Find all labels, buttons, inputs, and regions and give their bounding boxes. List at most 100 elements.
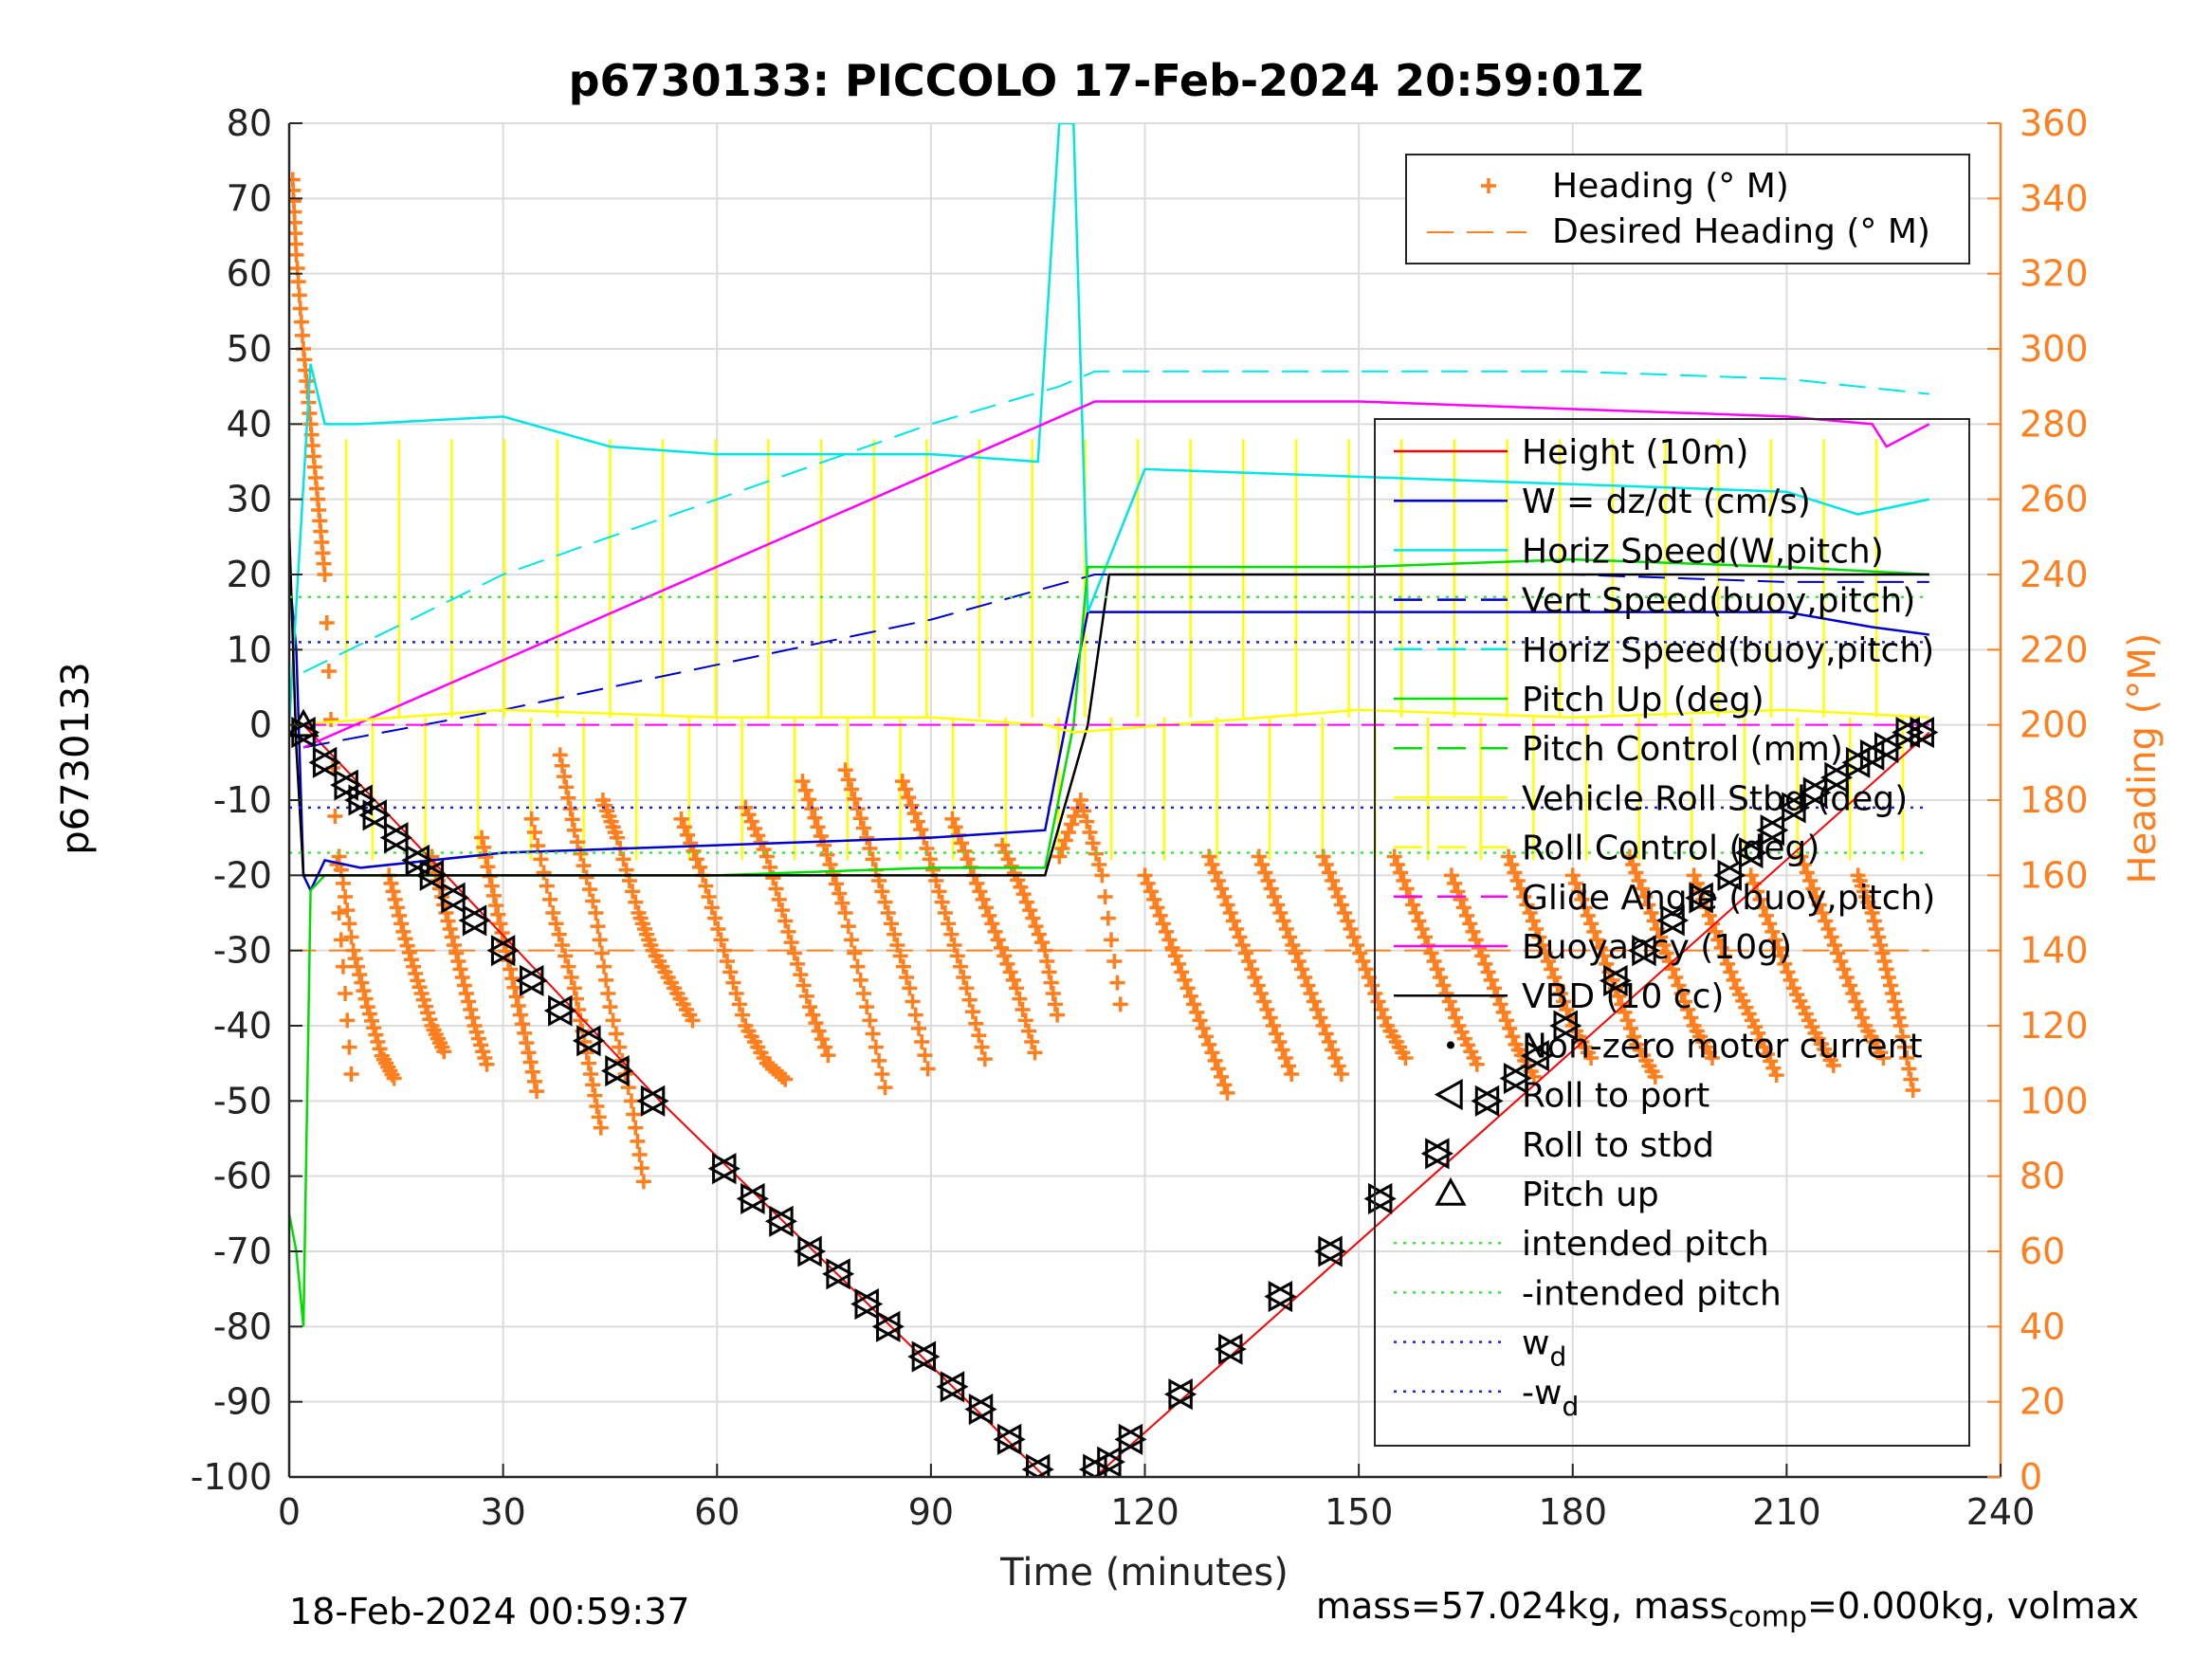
x-tick-label: 30 [480, 1491, 525, 1533]
legend-heading-entry: Heading (° M) [1552, 167, 1789, 206]
y-tick-label-left: 50 [227, 328, 272, 370]
heading-point [877, 894, 893, 910]
legend-heading: Heading (° M) Desired Heading (° M) [1405, 154, 1970, 264]
heading-point [628, 894, 644, 910]
heading-point [1462, 916, 1478, 932]
heading-point [722, 964, 739, 980]
roll-to-stbd-marker [1474, 1085, 1504, 1117]
legend-swatch [1434, 1079, 1463, 1111]
heading-point [1177, 972, 1193, 988]
heading-point [1050, 1007, 1066, 1023]
heading-point [383, 875, 399, 891]
x-tick-label: 0 [278, 1491, 301, 1533]
y-tick-label-left: -80 [213, 1305, 272, 1347]
heading-point [1152, 907, 1168, 923]
legend-main-entry: Roll Control (deg) [1522, 830, 1819, 868]
heading-point [961, 992, 978, 1008]
heading-point [290, 274, 306, 290]
heading-point [1155, 916, 1171, 932]
heading-point [292, 301, 308, 317]
legend-main-entry: Vehicle Roll Stbd (deg) [1522, 779, 1908, 818]
heading-point [701, 889, 717, 904]
roll-to-stbd-marker [740, 1182, 769, 1215]
heading-point [1892, 1018, 1909, 1033]
heading-point [1012, 991, 1028, 1007]
heading-point [1723, 964, 1739, 980]
heading-point [814, 1031, 830, 1048]
heading-point [1474, 948, 1490, 964]
legend-main-entry: W = dz/dt (cm/s) [1522, 483, 1811, 521]
heading-point [1841, 977, 1857, 994]
heading-point [566, 822, 582, 838]
heading-point [1544, 961, 1560, 977]
heading-point [554, 757, 570, 774]
heading-point [1540, 954, 1556, 969]
heading-point [1802, 873, 1819, 888]
heading-point [1247, 970, 1263, 985]
legend-heading-entry: Desired Heading (° M) [1552, 212, 1930, 251]
heading-point [1438, 986, 1454, 1001]
heading-point [944, 811, 960, 827]
heading-point [1435, 977, 1452, 994]
heading-point [1830, 945, 1846, 961]
heading-point [1408, 905, 1424, 921]
legend-main-box [1374, 418, 1970, 1447]
heading-point [837, 762, 853, 778]
heading-point [476, 839, 492, 855]
heading-point [347, 951, 363, 967]
heading-point [1025, 910, 1041, 926]
heading-point [855, 986, 871, 1001]
series-line-vbd-10-cc- [289, 529, 1929, 877]
roll-to-stbd-marker [968, 1394, 997, 1426]
heading-point [1571, 884, 1587, 900]
heading-point [1823, 929, 1839, 945]
heading-point [941, 916, 957, 932]
heading-point [1621, 848, 1637, 865]
roll-to-stbd-marker [548, 994, 576, 1027]
heading-point [339, 1012, 356, 1029]
heading-point [463, 1002, 479, 1017]
heading-point [1851, 1002, 1867, 1017]
heading-point [1874, 945, 1891, 961]
heading-point [395, 923, 411, 939]
y-tick-label-right: 120 [2020, 1005, 2089, 1047]
legend-main-entry: VBD (10 cc) [1522, 977, 1724, 1016]
heading-point [370, 1034, 386, 1049]
roll-to-stbd-marker [1218, 1333, 1247, 1365]
heading-point [1873, 938, 1889, 953]
heading-point [1878, 961, 1894, 977]
heading-point [1337, 905, 1353, 921]
y-tick-label-left: 10 [227, 629, 272, 670]
heading-point [840, 919, 856, 935]
heading-point [628, 1120, 644, 1136]
heading-point [1891, 1010, 1907, 1026]
heading-point [1232, 929, 1248, 945]
heading-point [793, 967, 809, 983]
roll-to-stbd-marker [1739, 836, 1767, 869]
heading-point [1274, 1042, 1290, 1058]
heading-point [1018, 894, 1034, 910]
heading-point [293, 314, 309, 330]
heading-point [1393, 865, 1409, 881]
legend-swatch [1435, 1176, 1467, 1206]
y-tick-label-left: -90 [213, 1381, 272, 1423]
heading-point [847, 791, 863, 807]
heading-point [1112, 996, 1128, 1012]
heading-point [1244, 961, 1260, 977]
heading-point [1531, 929, 1547, 945]
heading-point [1271, 1034, 1288, 1049]
heading-point [1552, 986, 1568, 1001]
heading-point [1414, 921, 1430, 937]
y-tick-label-left: -10 [213, 779, 272, 821]
heading-point [1580, 907, 1596, 923]
heading-point [1423, 945, 1439, 961]
y-tick-label-left: -20 [213, 854, 272, 896]
heading-point [1094, 867, 1110, 884]
heading-point [1763, 1053, 1779, 1069]
legend-main-entry: Pitch Control (mm) [1522, 730, 1843, 769]
heading-point [524, 1064, 540, 1080]
heading-point [811, 1023, 827, 1039]
heading-point [1043, 975, 1059, 991]
heading-point [905, 994, 921, 1010]
heading-point [1617, 1004, 1633, 1020]
